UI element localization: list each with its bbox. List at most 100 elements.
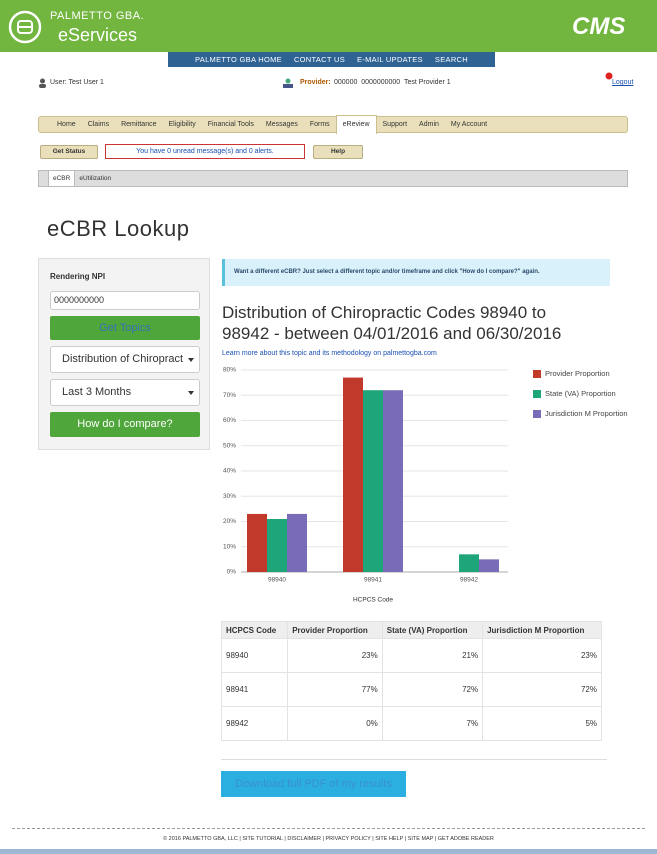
provider-label: Provider:	[300, 79, 331, 86]
table-cell: 7%	[381, 706, 484, 741]
topic-select[interactable]: Distribution of Chiropract	[50, 346, 200, 373]
menu-item[interactable]: Claims	[87, 121, 110, 128]
y-tick-label: 0%	[227, 569, 237, 576]
table-cell: 77%	[287, 672, 383, 707]
compare-button[interactable]: How do I compare?	[50, 412, 200, 437]
get-topics-button[interactable]: Get Topics	[50, 316, 200, 340]
x-tick-label: 98942	[460, 577, 478, 584]
legend-label: Jurisdiction M Proportion	[545, 409, 628, 418]
cms-logo: CMS	[572, 13, 626, 40]
legend-label: Provider Proportion	[545, 369, 610, 378]
npi-input[interactable]: 0000000000	[50, 291, 200, 310]
legend-swatch	[533, 370, 541, 378]
menu-item[interactable]: Eligibility	[168, 121, 196, 128]
table-header: HCPCS Code	[220, 621, 289, 639]
chart-title: Distribution of Chiropractic Codes 98940…	[222, 303, 562, 343]
menu-item[interactable]: Forms	[309, 121, 330, 128]
top-nav-link[interactable]: CONTACT US	[293, 55, 346, 64]
bar	[459, 554, 479, 572]
x-tick-label: 98940	[268, 577, 286, 584]
menu-item[interactable]: Home	[57, 121, 76, 128]
top-nav-link[interactable]: PALMETTO GBA HOME	[195, 55, 282, 64]
chart-subtitle[interactable]: Learn more about this topic and its meth…	[222, 350, 437, 357]
bar	[479, 559, 499, 572]
bar	[363, 390, 383, 572]
table-cell: 21%	[381, 638, 484, 673]
table-cell: 72%	[381, 672, 484, 707]
table-header-row: HCPCS Code Provider Proportion State (VA) …	[220, 621, 602, 639]
table-header: State (VA) Proportion	[381, 621, 484, 639]
provider-value: 000000 0000000000 Test Provider 1	[334, 79, 451, 86]
top-nav-link[interactable]: SEARCH	[434, 55, 468, 64]
footer: © 2016 PALMETTO GBA, LLC | SITE TUTORIAL…	[163, 836, 494, 842]
main-menu: Home Claims Remittance Eligibility Financial…	[38, 115, 628, 134]
tab[interactable]: eUtilization	[79, 175, 112, 182]
bar	[267, 518, 287, 572]
table-cell: 23%	[482, 638, 602, 673]
divider	[221, 759, 607, 760]
timeframe-select[interactable]: Last 3 Months	[50, 379, 200, 406]
table-cell: 23%	[287, 638, 383, 673]
help-button[interactable]: Help	[313, 145, 363, 159]
bar	[247, 513, 267, 572]
menu-item[interactable]: Financial Tools	[207, 121, 254, 128]
y-tick-label: 80%	[223, 367, 236, 374]
x-tick-label: 98941	[364, 577, 382, 584]
table-cell: 98942	[220, 706, 289, 741]
logout-icon	[605, 72, 613, 80]
y-tick-label: 40%	[223, 468, 236, 475]
legend-swatch	[533, 410, 541, 418]
user-icon	[39, 78, 46, 88]
menu-item[interactable]: Admin	[419, 121, 439, 128]
menu-item[interactable]: Messages	[265, 121, 298, 128]
table-header: Jurisdiction M Proportion	[482, 621, 602, 639]
logout-link[interactable]: Logout	[612, 79, 634, 86]
table-cell: 98941	[220, 672, 289, 707]
notice: Want a different eCBR? Just select a dif…	[222, 259, 610, 286]
user: User: Test User 1	[50, 79, 104, 86]
menu-item[interactable]: eReview	[335, 115, 377, 134]
table-row: 98941 77% 72% 72%	[220, 672, 602, 707]
y-tick-label: 60%	[223, 417, 236, 424]
table-cell: 72%	[482, 672, 602, 707]
status-message: You have 0 unread message(s) and 0 alert…	[105, 144, 305, 159]
y-tick-label: 30%	[223, 493, 236, 500]
table-row: 98942 0% 7% 5%	[220, 706, 602, 741]
topic-text: Distribution of Chiropract	[62, 353, 184, 365]
bar	[287, 513, 307, 572]
y-tick-label: 70%	[223, 392, 236, 399]
table-header: Provider Proportion	[287, 621, 383, 639]
tabs: eCBR eUtilization	[38, 170, 628, 187]
menu-item[interactable]: Remittance	[121, 121, 157, 128]
legend-label: State (VA) Proportion	[545, 389, 616, 398]
y-tick-label: 50%	[223, 442, 236, 449]
bar	[343, 377, 363, 572]
table-cell: 98940	[220, 638, 289, 673]
brand: PALMETTO GBA.	[50, 10, 145, 22]
logo-icon	[8, 10, 42, 44]
top-nav-link[interactable]: E-MAIL UPDATES	[357, 55, 423, 64]
page-title: eCBR Lookup	[47, 216, 190, 241]
x-axis-label: HCPCS Code	[353, 597, 393, 604]
table-cell: 0%	[287, 706, 383, 741]
bottom-bar	[0, 849, 657, 854]
results-table: HCPCS Code Provider Proportion State (VA) …	[220, 621, 602, 741]
tab[interactable]: eCBR	[48, 170, 76, 186]
npi-label: Rendering NPI	[50, 272, 106, 281]
chart: 0% 10% 20% 30% 40% 50% 60% 70% 80% 98940 98941 9894…	[223, 367, 628, 604]
footer-rule	[12, 828, 645, 829]
y-tick-label: 10%	[223, 543, 236, 550]
legend-swatch	[533, 390, 541, 398]
table-row: 98940 23% 21% 23%	[220, 638, 602, 673]
timeframe-text: Last 3 Months	[62, 386, 132, 398]
get-status-button[interactable]: Get Status	[40, 145, 98, 159]
download-button[interactable]: Download full PDF of my results	[221, 771, 406, 797]
menu-item[interactable]: My Account	[450, 121, 488, 128]
top-nav: PALMETTO GBA HOME CONTACT US E-MAIL UPDATE…	[168, 52, 495, 67]
header: PALMETTO GBA. eServices CMS	[0, 0, 657, 52]
table-cell: 5%	[482, 706, 602, 741]
bar	[383, 390, 403, 572]
product: eServices	[58, 25, 138, 45]
menu-item[interactable]: Support	[382, 121, 408, 128]
